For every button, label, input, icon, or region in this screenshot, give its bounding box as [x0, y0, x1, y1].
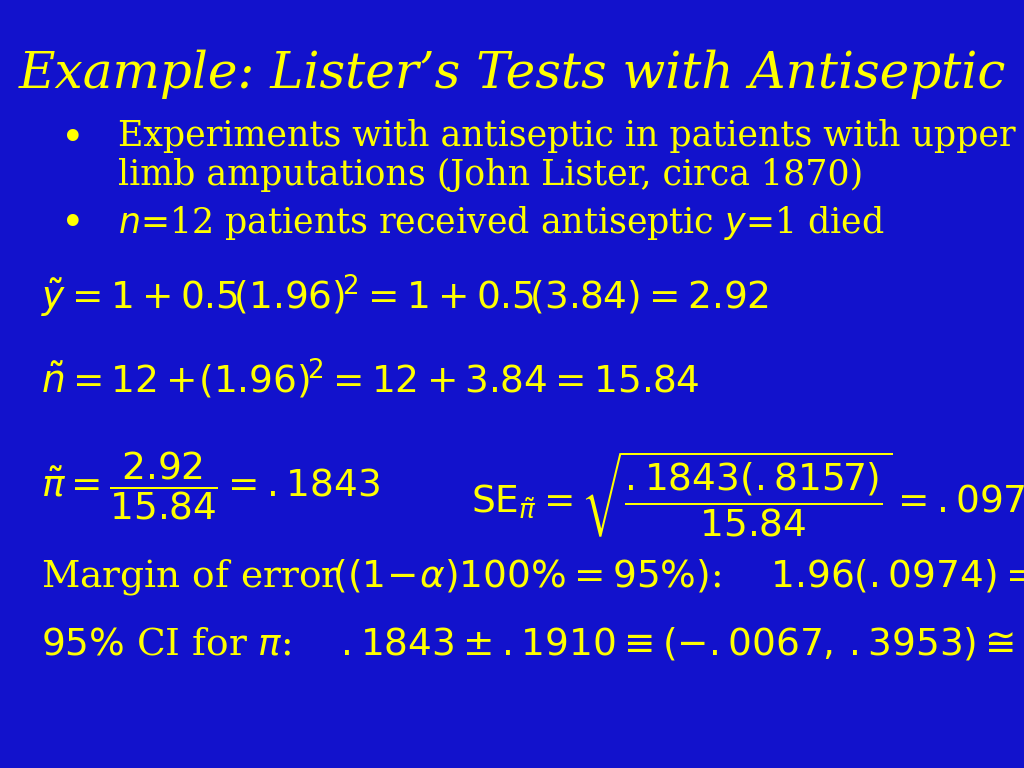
Text: $\mathit{n}$=12 patients received antiseptic $\mathit{y}$=1 died: $\mathit{n}$=12 patients received antise…: [118, 204, 884, 241]
Text: $\mathrm{SE}_{\tilde{\pi}} = \sqrt{\dfrac{.1843(.8157)}{15.84}} = .0974$: $\mathrm{SE}_{\tilde{\pi}} = \sqrt{\dfra…: [471, 449, 1024, 539]
Text: Margin of error$\!((1\!-\!\alpha)100\% = 95\%)$:    $1.96(.0974) = .1910$: Margin of error$\!((1\!-\!\alpha)100\% =…: [41, 557, 1024, 597]
Text: $95\%$ CI for $\pi$:    $.1843 \pm .1910 \equiv (-.0067,\,.3953) \cong (0,\,.40): $95\%$ CI for $\pi$: $.1843 \pm .1910 \e…: [41, 626, 1024, 663]
Text: •: •: [61, 119, 85, 159]
Text: Experiments with antiseptic in patients with upper: Experiments with antiseptic in patients …: [118, 119, 1016, 153]
Text: $\tilde{n} = 12 + \!\left(1.96\right)^{\!2} = 12 + 3.84 = 15.84$: $\tilde{n} = 12 + \!\left(1.96\right)^{\…: [41, 357, 699, 401]
Text: Example: Lister’s Tests with Antiseptic: Example: Lister’s Tests with Antiseptic: [18, 50, 1006, 99]
Text: •: •: [61, 204, 85, 243]
Text: limb amputations (John Lister, circa 1870): limb amputations (John Lister, circa 187…: [118, 157, 863, 191]
Text: $\tilde{y} = 1 + 0.5\!\left(1.96\right)^{\!2} = 1 + 0.5\!\left(3.84\right) = 2.9: $\tilde{y} = 1 + 0.5\!\left(1.96\right)^…: [41, 273, 769, 319]
Text: $\tilde{\pi} = \dfrac{2.92}{15.84} = .1843$: $\tilde{\pi} = \dfrac{2.92}{15.84} = .18…: [41, 449, 380, 522]
